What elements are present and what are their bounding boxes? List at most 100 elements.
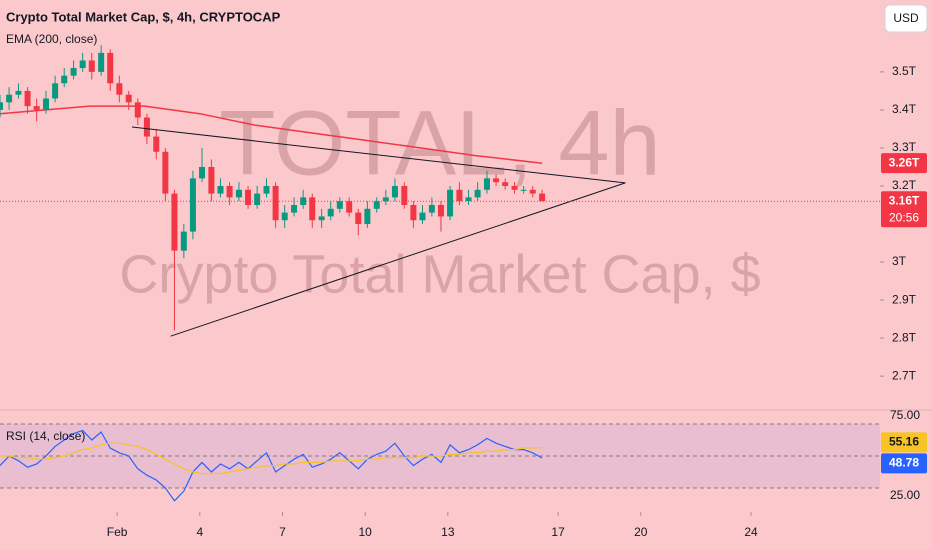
- candle-body: [291, 205, 298, 213]
- watermark-description: Crypto Total Market Cap, $: [119, 244, 760, 304]
- candle-body: [355, 212, 362, 225]
- y-tick-label: 2.9T: [892, 292, 917, 306]
- rsi-value-label: 55.16: [889, 435, 919, 449]
- candle-body: [428, 205, 435, 213]
- candle-body: [134, 102, 141, 118]
- x-tick-label: 20: [634, 525, 648, 539]
- candle-body: [217, 185, 224, 194]
- x-tick-label: 10: [358, 525, 372, 539]
- price-tag-label: 3.16T: [889, 193, 920, 207]
- plot-layer: [0, 45, 880, 502]
- candle-body: [52, 83, 59, 99]
- candle-body: [401, 185, 408, 205]
- candle-body: [364, 208, 371, 225]
- candle-body: [373, 201, 380, 209]
- candle-body: [263, 185, 270, 194]
- candle-body: [272, 185, 279, 221]
- candle-body: [419, 212, 426, 221]
- candle-body: [43, 98, 50, 110]
- x-tick-label: 7: [279, 525, 286, 539]
- rsi-tick-label: 25.00: [890, 488, 920, 502]
- rsi-value-tag: [881, 432, 927, 453]
- candle-body: [79, 60, 86, 69]
- y-tick-label: 3.2T: [892, 178, 917, 192]
- candle-body: [511, 185, 518, 190]
- x-tick-label: 13: [441, 525, 455, 539]
- candle-body: [336, 201, 343, 209]
- y-tick-label: 3.5T: [892, 64, 917, 78]
- candle-body: [456, 189, 463, 202]
- candle-body: [0, 102, 3, 110]
- candle-body: [162, 151, 169, 194]
- x-tick-label: 24: [744, 525, 758, 539]
- price-countdown: 20:56: [889, 210, 919, 224]
- y-tick-label: 3.4T: [892, 102, 917, 116]
- candle-body: [171, 193, 178, 251]
- candle-body: [410, 205, 417, 221]
- y-tick-label: 2.7T: [892, 368, 917, 382]
- rsi-line: [0, 429, 543, 502]
- y-tick-label: 3T: [892, 254, 907, 268]
- candle-body: [180, 231, 187, 251]
- candle-body: [437, 205, 444, 217]
- legend-rsi: RSI (14, close): [6, 429, 85, 443]
- candle-body: [88, 60, 95, 72]
- rsi-value-label: 48.78: [889, 456, 919, 470]
- legend-ema: EMA (200, close): [6, 32, 97, 46]
- candle-body: [24, 90, 31, 107]
- price-tag-label: 3.26T: [889, 155, 920, 169]
- candle-body: [125, 94, 132, 103]
- candle-body: [447, 189, 454, 217]
- candle-body: [143, 117, 150, 137]
- candle-body: [199, 166, 206, 179]
- candle-body: [520, 189, 527, 191]
- candle-body: [254, 193, 261, 205]
- rsi-value-tag: [881, 453, 927, 474]
- candle-body: [61, 75, 68, 84]
- candle-body: [226, 185, 233, 198]
- watermark-symbol: TOTAL, 4h: [219, 92, 660, 194]
- candle-body: [529, 189, 536, 194]
- candle-body: [6, 94, 13, 103]
- x-tick-label: 4: [196, 525, 203, 539]
- candle-body: [98, 52, 105, 72]
- rsi-tick-label: 75.00: [890, 408, 920, 422]
- candle-body: [107, 52, 114, 84]
- candle-body: [70, 68, 77, 76]
- candle-body: [493, 178, 500, 183]
- currency-button[interactable]: [884, 4, 928, 33]
- trend-line: [131, 126, 626, 184]
- candle-body: [346, 201, 353, 213]
- x-tick-label: 17: [551, 525, 565, 539]
- trend-line: [170, 182, 626, 337]
- candle-body: [309, 197, 316, 221]
- y-tick-label: 3.3T: [892, 140, 917, 154]
- candle-body: [318, 216, 325, 221]
- y-tick-label: 2.8T: [892, 330, 917, 344]
- candle-body: [327, 208, 334, 217]
- candle-body: [208, 166, 215, 194]
- candle-body: [245, 189, 252, 205]
- candle-body: [15, 90, 22, 95]
- candle-body: [153, 136, 160, 152]
- price-tag: [881, 191, 927, 228]
- legend-title: Crypto Total Market Cap, $, 4h, CRYPTOCA…: [6, 9, 281, 24]
- x-tick-label: Feb: [107, 525, 128, 539]
- price-tag: [881, 153, 927, 174]
- candle-body: [33, 106, 40, 110]
- candle-body: [465, 197, 472, 202]
- candle-body: [189, 178, 196, 232]
- rsi-line: [0, 442, 543, 475]
- candle-body: [116, 83, 123, 95]
- candle-body: [281, 212, 288, 221]
- candle-body: [391, 185, 398, 198]
- candle-body: [382, 197, 389, 202]
- currency-label[interactable]: USD: [893, 11, 919, 25]
- ema-line: [0, 105, 543, 164]
- candle-body: [539, 193, 546, 202]
- candle-body: [474, 189, 481, 198]
- candle-body: [235, 189, 242, 198]
- candle-body: [502, 182, 509, 186]
